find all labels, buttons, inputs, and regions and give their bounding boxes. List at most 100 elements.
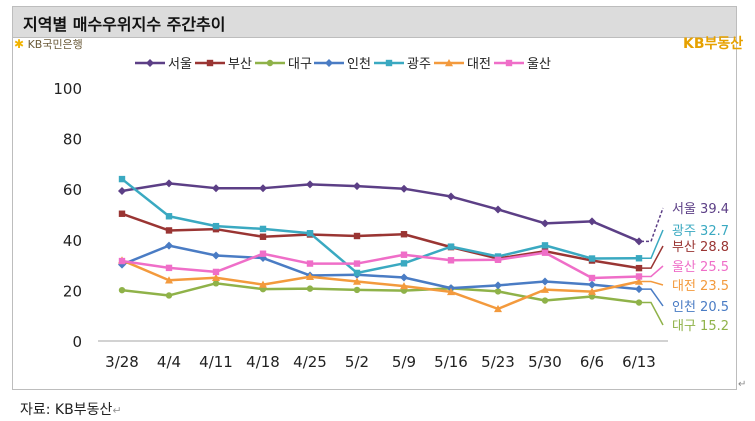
end-label: 울산 25.5 (672, 260, 729, 275)
leader-line (641, 245, 664, 269)
data-point (635, 285, 643, 294)
source-note: 자료: KB부동산↵ (20, 399, 122, 419)
end-label: 대구 15.2 (672, 319, 729, 334)
data-point (635, 255, 643, 262)
data-point (447, 192, 455, 201)
data-point (400, 184, 408, 193)
x-tick-label: 5/2 (345, 353, 369, 371)
data-point (541, 297, 549, 304)
data-point (306, 285, 314, 292)
series-인천 (118, 241, 643, 294)
series-광주 (118, 175, 643, 277)
data-point (541, 285, 549, 293)
data-point (165, 227, 173, 234)
data-point (400, 251, 408, 258)
data-point (212, 184, 220, 193)
data-point (541, 242, 549, 249)
legend-label: 광주 (407, 57, 431, 72)
data-point (494, 256, 502, 263)
y-tick-label: 60 (63, 181, 82, 199)
legend-label: 서울 (168, 57, 192, 72)
data-point (635, 299, 643, 306)
data-point (306, 272, 314, 280)
y-tick-label: 80 (63, 131, 82, 149)
chart-title: 지역별 매수우위지수 주간추이 (23, 15, 226, 34)
data-point (541, 219, 549, 228)
data-point (165, 292, 173, 299)
end-label: 인천 20.5 (672, 300, 729, 315)
data-point (259, 280, 267, 288)
leader-line (641, 301, 664, 326)
data-point (353, 260, 361, 267)
x-tick-label: 3/28 (105, 353, 139, 371)
series-line (121, 182, 640, 243)
data-point (165, 264, 173, 272)
data-point (212, 280, 220, 287)
legend-label: 대구 (288, 57, 312, 72)
data-point (118, 210, 126, 217)
data-point (353, 232, 361, 240)
end-label: 서울 39.4 (672, 202, 729, 217)
chart-series (118, 175, 643, 313)
x-tick-label: 5/23 (481, 353, 515, 371)
legend-label: 부산 (228, 57, 252, 72)
paragraph-mark: ↵ (738, 379, 747, 390)
series-line (121, 212, 640, 270)
legend-marker (266, 59, 274, 67)
data-point (494, 288, 502, 295)
data-point (400, 282, 408, 290)
chart-legend: 서울 부산 대구 인천 광주 대전 울산 (135, 57, 551, 72)
chart-frame: 지역별 매수우위지수 주간추이 (12, 6, 737, 390)
data-point (212, 251, 220, 260)
end-label: 대전 23.5 (672, 279, 729, 294)
x-tick-label: 5/9 (392, 353, 416, 371)
data-point (635, 264, 643, 272)
series-line (121, 251, 640, 280)
legend-label: 울산 (527, 57, 551, 72)
series-line (121, 178, 640, 275)
data-point (118, 175, 126, 183)
x-tick-label: 6/6 (580, 353, 604, 371)
data-point (541, 249, 549, 256)
x-tick-label: 6/13 (622, 353, 656, 371)
data-point (353, 269, 361, 277)
data-point (306, 260, 314, 267)
title-bar: 지역별 매수우위지수 주간추이 (13, 7, 736, 38)
data-point (447, 257, 455, 264)
end-label: 광주 32.7 (672, 224, 729, 239)
data-point (118, 186, 126, 195)
data-point (212, 268, 220, 276)
x-tick-label: 4/11 (199, 353, 233, 371)
source-text: 자료: KB부동산 (20, 402, 113, 418)
data-point (165, 179, 173, 188)
data-point (212, 222, 220, 230)
data-point (165, 276, 173, 284)
series-line (121, 244, 640, 291)
data-point (635, 237, 643, 246)
data-point (588, 293, 596, 300)
data-point (588, 255, 596, 262)
data-point (259, 225, 267, 233)
legend-marker (385, 59, 393, 67)
data-point (400, 231, 408, 238)
y-tick-label: 100 (53, 80, 82, 98)
x-tick-label: 4/4 (157, 353, 181, 371)
data-point (353, 277, 361, 285)
data-point (165, 241, 173, 250)
legend-label: 대전 (467, 57, 491, 72)
series-end-labels: 서울 39.4 광주 32.7부산 28.8 울산 25.5 대전 23.5 인천 20… (641, 202, 729, 334)
legend-marker (505, 59, 513, 67)
data-point (353, 182, 361, 191)
leader-line (641, 229, 664, 260)
y-tick-label: 40 (63, 232, 82, 250)
series-서울 (118, 179, 643, 246)
legend-label: 인천 (347, 57, 371, 72)
data-point (588, 217, 596, 226)
data-point (494, 205, 502, 214)
data-point (494, 304, 502, 313)
kb-bank-logo: ✱ KB국민은행 (14, 36, 83, 52)
end-label: 부산 28.8 (672, 240, 729, 255)
data-point (447, 243, 455, 250)
series-울산 (118, 249, 643, 282)
y-tick-label: 20 (63, 282, 82, 300)
